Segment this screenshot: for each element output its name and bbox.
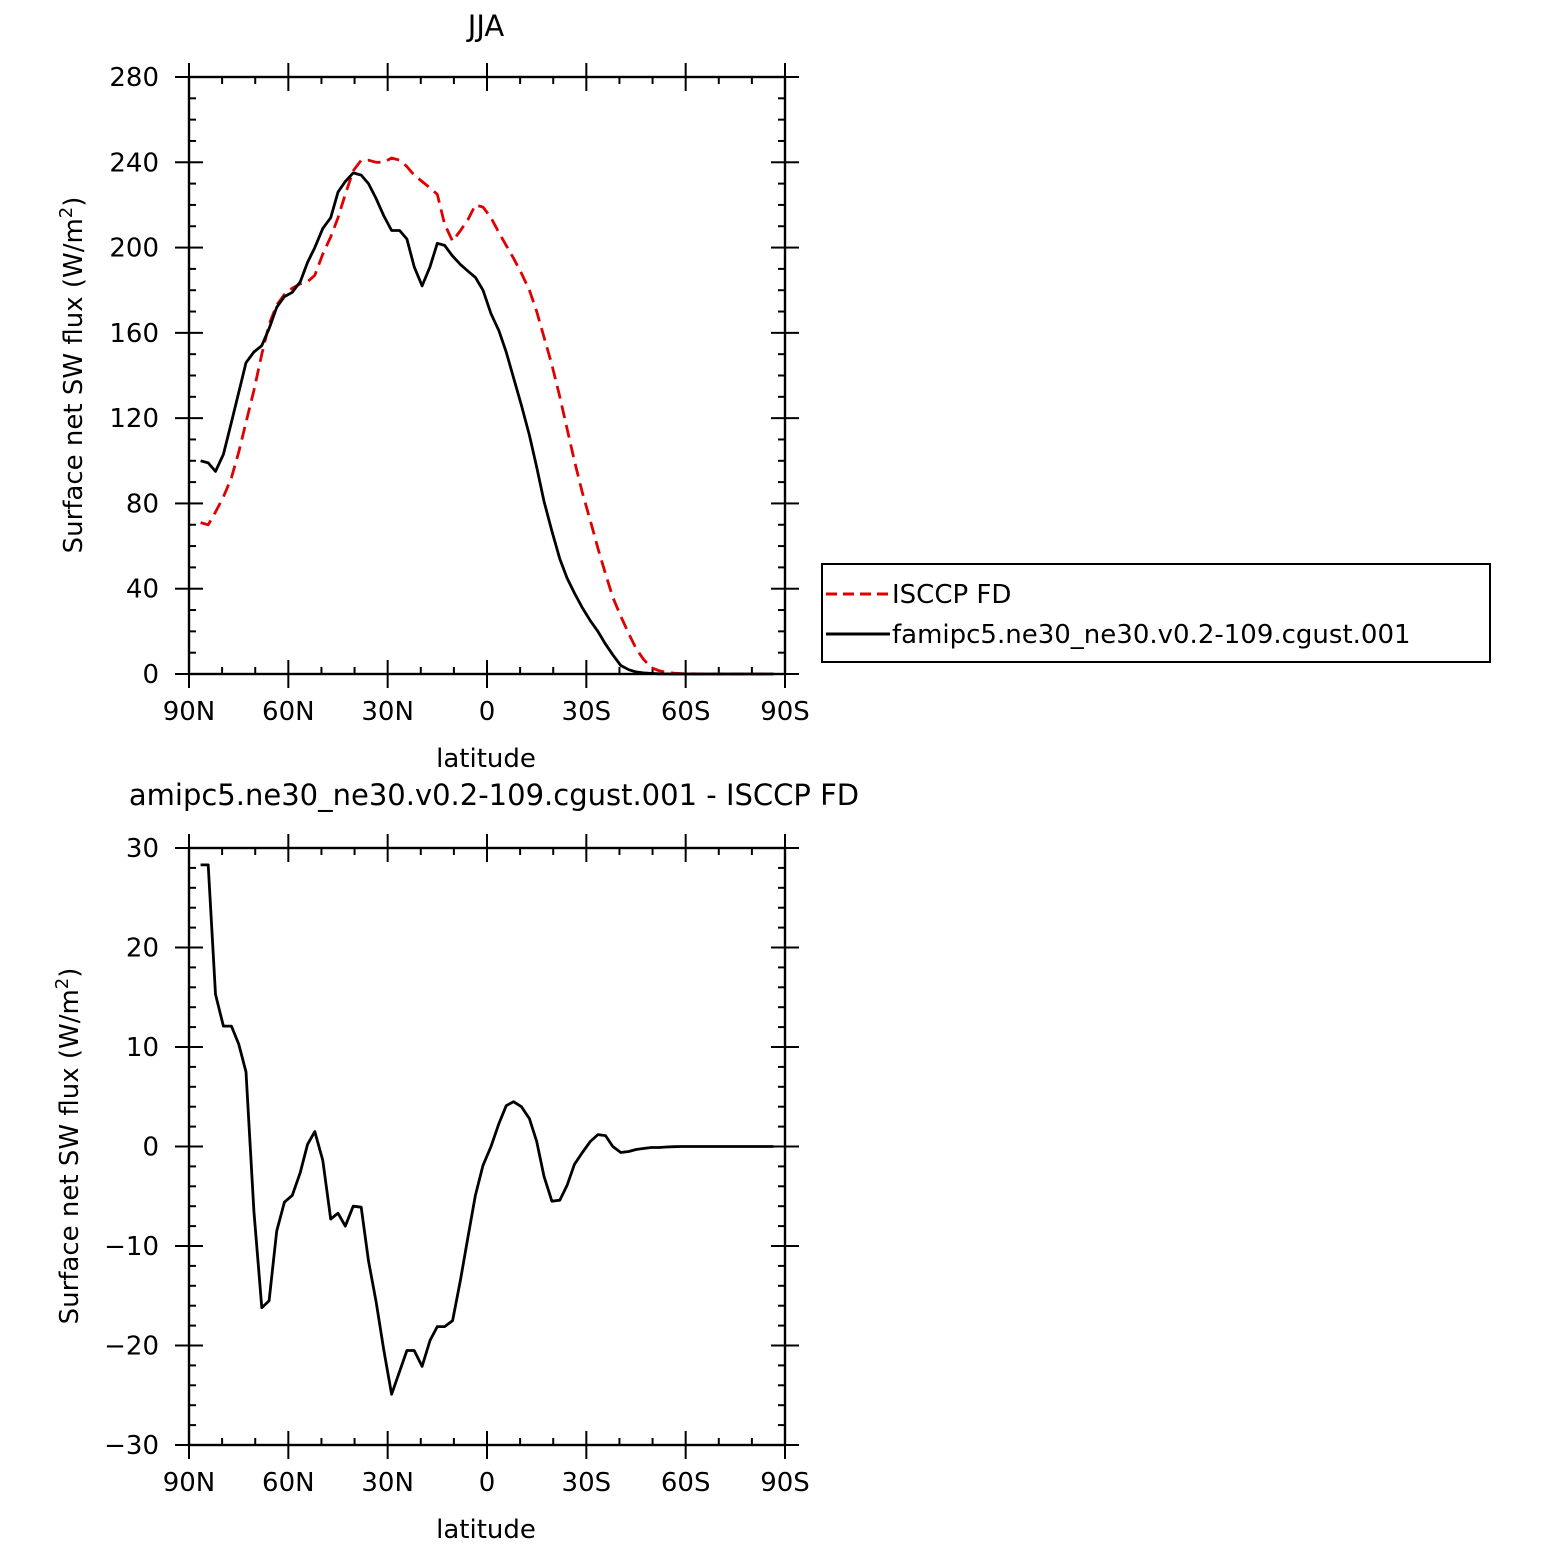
x-tick-label: 90N — [163, 697, 216, 727]
legend-label-model: famipc5.ne30_ne30.v0.2-109.cgust.001 — [892, 620, 1411, 650]
y-tick-label: 10 — [126, 1033, 159, 1063]
x-tick-label: 60S — [661, 1468, 711, 1498]
bottom-tick-labels: 90N 60N 30N 0 30S 60S 90S −30 −20 −10 0 10 20 30 — [104, 834, 810, 1498]
x-tick-label: 0 — [479, 1468, 496, 1498]
y-tick-label: 120 — [109, 404, 159, 434]
top-axis-ticks — [175, 63, 799, 688]
x-tick-label: 30N — [361, 1468, 414, 1498]
bottom-chart-title: amipc5.ne30_ne30.v0.2-109.cgust.001 - IS… — [129, 778, 859, 812]
bottom-x-axis-title: latitude — [436, 1515, 536, 1545]
top-chart-panel: JJA 90N 60N 30N 0 30S 60S 90S 0 40 80 120 160 200 240… — [56, 9, 810, 774]
x-tick-label: 90S — [760, 1468, 810, 1498]
top-series-group — [200, 156, 774, 676]
y-tick-label: 200 — [109, 234, 159, 264]
y-tick-label: −20 — [104, 1332, 159, 1362]
x-tick-label: 90S — [760, 697, 810, 727]
bottom-series-group — [200, 863, 774, 1396]
x-tick-label: 30N — [361, 697, 414, 727]
bottom-series-line-0 — [200, 863, 774, 1396]
bottom-chart-panel: amipc5.ne30_ne30.v0.2-109.cgust.001 - IS… — [52, 778, 859, 1545]
x-tick-label: 0 — [479, 697, 496, 727]
y-tick-label: 160 — [109, 319, 159, 349]
y-tick-label: 80 — [126, 489, 159, 519]
x-tick-label: 60S — [661, 697, 711, 727]
y-tick-label: −10 — [104, 1232, 159, 1262]
y-tick-label: 40 — [126, 575, 159, 605]
top-x-axis-title: latitude — [436, 744, 536, 774]
x-tick-label: 90N — [163, 1468, 216, 1498]
bottom-axis-ticks — [175, 834, 799, 1459]
top-y-axis-title: Surface net SW flux (W/m2) — [56, 197, 89, 554]
chart-legend: ISCCP FD famipc5.ne30_ne30.v0.2-109.cgus… — [821, 563, 1491, 663]
y-tick-label: −30 — [104, 1431, 159, 1461]
y-tick-label: 0 — [142, 660, 159, 690]
x-tick-label: 30S — [562, 1468, 612, 1498]
y-tick-label: 0 — [142, 1133, 159, 1163]
y-tick-label: 280 — [109, 63, 159, 93]
y-tick-label: 20 — [126, 934, 159, 964]
top-plot-frame — [187, 75, 787, 676]
top-chart-title: JJA — [466, 9, 505, 43]
legend-label-isccp: ISCCP FD — [892, 580, 1011, 610]
y-tick-label: 240 — [109, 148, 159, 178]
top-tick-labels: 90N 60N 30N 0 30S 60S 90S 0 40 80 120 160 200 240 280 — [109, 63, 809, 727]
x-tick-label: 30S — [562, 697, 612, 727]
x-tick-label: 60N — [262, 1468, 315, 1498]
bottom-y-axis-title: Surface net SW flux (W/m2) — [52, 968, 85, 1325]
x-tick-label: 60N — [262, 697, 315, 727]
y-tick-label: 30 — [126, 834, 159, 864]
top-series-line-1 — [200, 171, 774, 676]
top-series-line-0 — [200, 156, 774, 676]
legend-box — [821, 563, 1491, 663]
